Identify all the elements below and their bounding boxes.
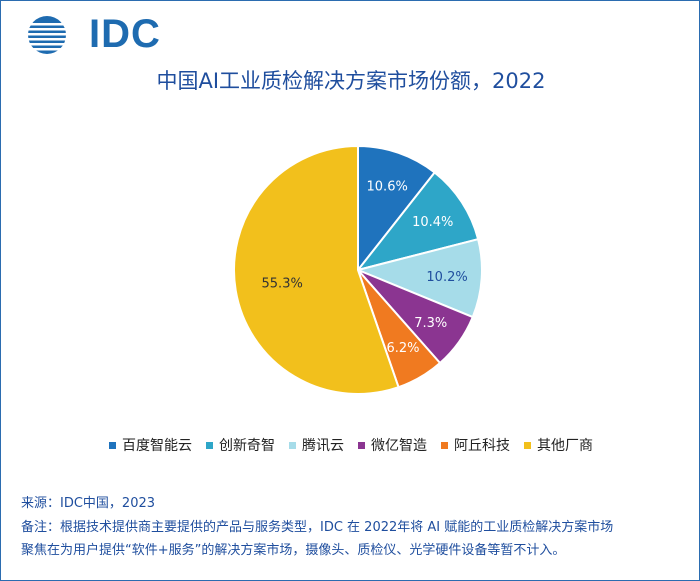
slice-label-5: 55.3% (262, 277, 303, 292)
source-note: 来源：IDC中国，2023 (21, 496, 156, 511)
remark-line-2: 聚焦在为用户提供“软件+服务”的解决方案市场，摄像头、质检仪、光学硬件设备等暂不… (21, 543, 566, 558)
pie-slice-1 (355, 171, 480, 272)
legend-label-2: 腾讯云 (302, 438, 344, 454)
legend-item-2: 腾讯云 (289, 435, 344, 455)
legend-item-1: 创新奇智 (206, 435, 275, 455)
legend-label-3: 微亿智造 (371, 438, 427, 454)
legend-label-4: 阿丘科技 (454, 438, 510, 454)
pie-chart: 10.6% 10.4% 10.2% 7.3% 6.2% 55.3% (233, 144, 483, 395)
legend: 百度智能云 创新奇智 腾讯云 微亿智造 阿丘科技 其他厂商 (1, 435, 700, 455)
legend-item-0: 百度智能云 (109, 435, 192, 455)
pie-slice-2 (354, 237, 483, 319)
slice-label-3: 7.3% (414, 316, 447, 331)
legend-swatch-1 (206, 441, 213, 449)
legend-item-5: 其他厂商 (524, 435, 593, 455)
pie-slice-0 (357, 144, 437, 273)
legend-swatch-5 (524, 441, 531, 449)
chart-title: 中国AI工业质检解决方案市场份额，2022 (156, 69, 546, 93)
slice-label-2: 10.2% (426, 270, 467, 285)
legend-swatch-3 (358, 441, 365, 449)
legend-item-3: 微亿智造 (358, 435, 427, 455)
legend-item-4: 阿丘科技 (441, 435, 510, 455)
legend-swatch-0 (109, 441, 116, 449)
slice-label-4: 6.2% (386, 341, 419, 356)
legend-swatch-4 (441, 441, 448, 449)
legend-swatch-2 (289, 441, 296, 449)
slice-label-0: 10.6% (367, 180, 408, 195)
remark-line-1: 备注：根据技术提供商主要提供的产品与服务类型，IDC 在 2022年将 AI 赋… (21, 520, 614, 535)
globe-icon (25, 16, 71, 54)
legend-label-0: 百度智能云 (122, 438, 192, 454)
legend-label-5: 其他厂商 (537, 438, 593, 454)
slice-label-1: 10.4% (412, 215, 453, 230)
pie-slice-5 (233, 144, 400, 395)
logo-text: IDC (89, 12, 161, 56)
legend-label-1: 创新奇智 (219, 438, 275, 454)
idc-logo: IDC (25, 12, 165, 56)
